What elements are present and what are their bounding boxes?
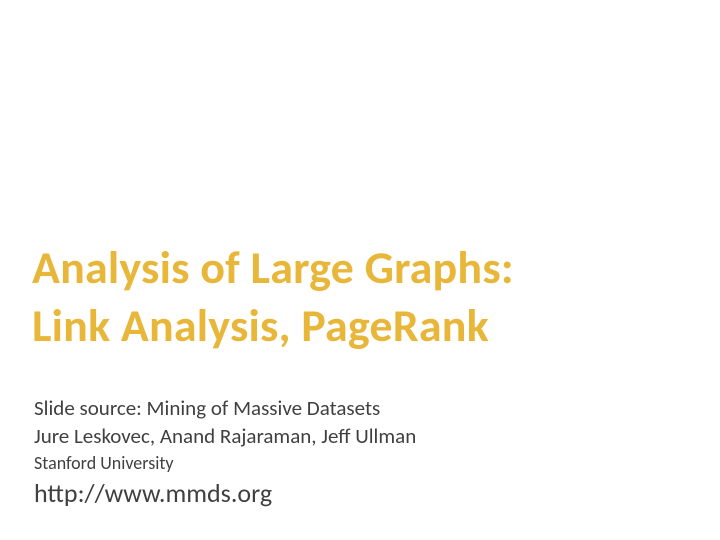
credit-affiliation: Stanford University	[34, 452, 690, 475]
title-line-1: Analysis of Large Graphs:	[32, 240, 688, 298]
credit-source: Slide source: Mining of Massive Datasets	[34, 395, 690, 421]
credit-authors: Jure Leskovec, Anand Rajaraman, Jeff Ull…	[34, 423, 690, 449]
title-line-2: Link Analysis, PageRank	[32, 298, 688, 356]
slide: Analysis of Large Graphs: Link Analysis,…	[0, 0, 720, 540]
title-block: Analysis of Large Graphs: Link Analysis,…	[32, 240, 688, 355]
credit-url: http://www.mmds.org	[34, 477, 690, 510]
credits-block: Slide source: Mining of Massive Datasets…	[34, 395, 690, 509]
